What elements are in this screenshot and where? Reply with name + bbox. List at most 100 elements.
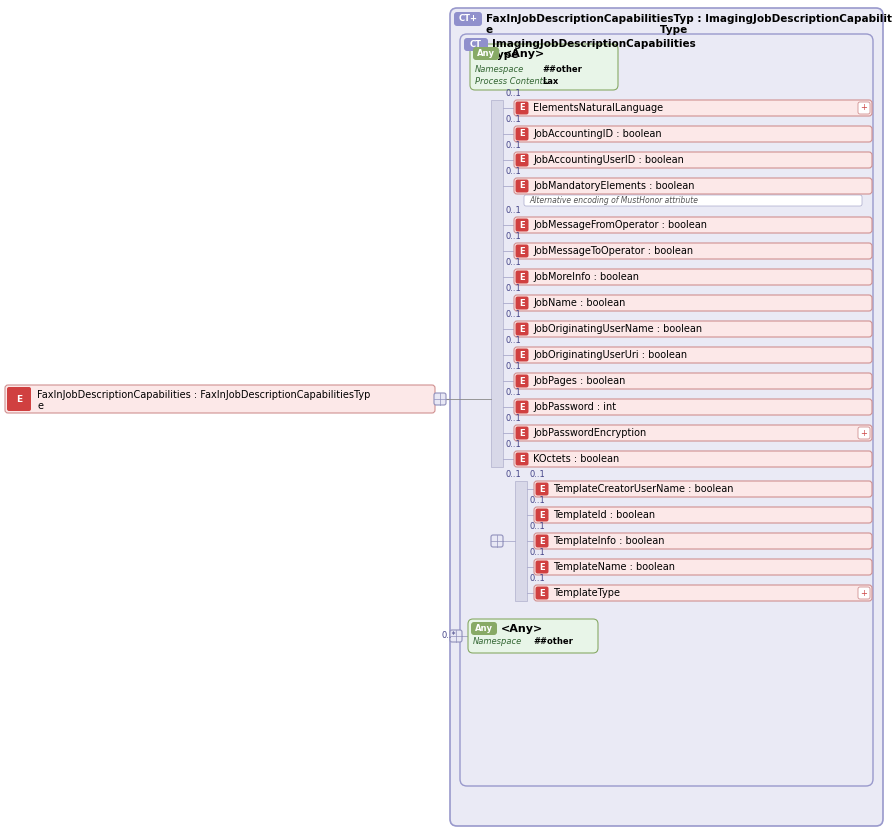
FancyBboxPatch shape <box>514 126 872 142</box>
Text: CT+: CT+ <box>458 14 477 23</box>
FancyBboxPatch shape <box>460 34 873 786</box>
Text: E: E <box>519 376 524 385</box>
Text: Namespace: Namespace <box>473 638 522 646</box>
FancyBboxPatch shape <box>450 8 883 826</box>
Text: JobMessageFromOperator : boolean: JobMessageFromOperator : boolean <box>533 220 707 230</box>
Text: JobOriginatingUserUri : boolean: JobOriginatingUserUri : boolean <box>533 350 687 360</box>
Text: TemplateCreatorUserName : boolean: TemplateCreatorUserName : boolean <box>553 484 733 494</box>
FancyBboxPatch shape <box>514 178 872 194</box>
Text: JobPassword : int: JobPassword : int <box>533 402 616 412</box>
FancyBboxPatch shape <box>516 271 528 283</box>
Text: TemplateInfo : boolean: TemplateInfo : boolean <box>553 536 665 546</box>
Text: E: E <box>519 454 524 463</box>
FancyBboxPatch shape <box>514 373 872 389</box>
Text: JobPages : boolean: JobPages : boolean <box>533 376 625 386</box>
Text: JobPasswordEncryption: JobPasswordEncryption <box>533 428 646 438</box>
FancyBboxPatch shape <box>535 509 549 521</box>
FancyBboxPatch shape <box>464 38 488 51</box>
Text: 0..1: 0..1 <box>505 470 521 479</box>
Text: Alternative encoding of MustHonor attribute: Alternative encoding of MustHonor attrib… <box>529 196 698 205</box>
Text: 0..1: 0..1 <box>529 522 545 531</box>
Text: 0..1: 0..1 <box>505 388 521 397</box>
FancyBboxPatch shape <box>491 535 503 547</box>
FancyBboxPatch shape <box>535 483 549 495</box>
Text: <Any>: <Any> <box>501 624 543 634</box>
Text: JobAccountingUserID : boolean: JobAccountingUserID : boolean <box>533 155 684 165</box>
FancyBboxPatch shape <box>534 559 872 575</box>
FancyBboxPatch shape <box>516 427 528 439</box>
Bar <box>491 100 503 467</box>
Text: JobOriginatingUserName : boolean: JobOriginatingUserName : boolean <box>533 324 702 334</box>
FancyBboxPatch shape <box>516 179 528 193</box>
Text: 0..1: 0..1 <box>505 206 521 215</box>
Text: E: E <box>519 298 524 308</box>
Text: Type: Type <box>492 50 519 60</box>
Text: E: E <box>519 130 524 138</box>
Text: ##other: ##other <box>542 65 582 75</box>
Text: ##other: ##other <box>533 638 573 646</box>
FancyBboxPatch shape <box>5 385 435 413</box>
FancyBboxPatch shape <box>534 585 872 601</box>
FancyBboxPatch shape <box>471 622 497 635</box>
Text: E: E <box>519 156 524 164</box>
FancyBboxPatch shape <box>516 453 528 465</box>
FancyBboxPatch shape <box>514 152 872 168</box>
FancyBboxPatch shape <box>468 619 598 653</box>
Text: E: E <box>519 220 524 230</box>
Text: 0..1: 0..1 <box>505 89 521 98</box>
Text: 0..1: 0..1 <box>529 574 545 583</box>
FancyBboxPatch shape <box>516 349 528 361</box>
FancyBboxPatch shape <box>534 533 872 549</box>
Text: KOctets : boolean: KOctets : boolean <box>533 454 619 464</box>
Text: TemplateName : boolean: TemplateName : boolean <box>553 562 675 572</box>
Text: 0..1: 0..1 <box>505 141 521 150</box>
FancyBboxPatch shape <box>535 587 549 599</box>
FancyBboxPatch shape <box>454 12 482 26</box>
FancyBboxPatch shape <box>514 295 872 311</box>
Text: Any: Any <box>477 49 495 58</box>
FancyBboxPatch shape <box>514 399 872 415</box>
FancyBboxPatch shape <box>434 393 446 405</box>
Text: FaxInJobDescriptionCapabilitiesTyp : ImagingJobDescriptionCapabilities: FaxInJobDescriptionCapabilitiesTyp : Ima… <box>486 14 892 24</box>
Text: E: E <box>519 324 524 334</box>
Text: 0..1: 0..1 <box>505 336 521 345</box>
Text: JobName : boolean: JobName : boolean <box>533 298 625 308</box>
FancyBboxPatch shape <box>534 481 872 497</box>
Text: +: + <box>861 428 867 437</box>
Text: 0..1: 0..1 <box>505 167 521 176</box>
FancyBboxPatch shape <box>516 127 528 141</box>
Text: E: E <box>539 562 545 572</box>
Text: 0..1: 0..1 <box>505 115 521 124</box>
Text: <Any>: <Any> <box>503 49 545 59</box>
Text: 0..1: 0..1 <box>505 362 521 371</box>
FancyBboxPatch shape <box>514 100 872 116</box>
FancyBboxPatch shape <box>470 44 618 90</box>
FancyBboxPatch shape <box>450 630 462 642</box>
Text: Process Contents: Process Contents <box>475 76 548 85</box>
Bar <box>515 481 527 601</box>
Text: E: E <box>519 182 524 190</box>
Text: 0..1: 0..1 <box>505 440 521 449</box>
FancyBboxPatch shape <box>516 401 528 413</box>
FancyBboxPatch shape <box>535 535 549 547</box>
Text: E: E <box>519 350 524 360</box>
Text: FaxInJobDescriptionCapabilities : FaxInJobDescriptionCapabilitiesTyp: FaxInJobDescriptionCapabilities : FaxInJ… <box>37 390 370 400</box>
FancyBboxPatch shape <box>7 387 31 411</box>
Text: JobMessageToOperator : boolean: JobMessageToOperator : boolean <box>533 246 693 256</box>
FancyBboxPatch shape <box>858 102 870 114</box>
Text: Lax: Lax <box>542 76 558 85</box>
Text: E: E <box>519 104 524 112</box>
Text: Namespace: Namespace <box>475 65 524 75</box>
FancyBboxPatch shape <box>473 47 499 60</box>
Text: E: E <box>16 395 22 404</box>
FancyBboxPatch shape <box>514 217 872 233</box>
FancyBboxPatch shape <box>516 219 528 231</box>
Text: E: E <box>519 246 524 256</box>
Text: 0..1: 0..1 <box>529 548 545 557</box>
Text: 0..1: 0..1 <box>505 414 521 423</box>
Text: E: E <box>519 428 524 437</box>
FancyBboxPatch shape <box>535 561 549 573</box>
Text: 0..1: 0..1 <box>505 310 521 319</box>
Text: +: + <box>861 104 867 112</box>
FancyBboxPatch shape <box>516 101 528 115</box>
